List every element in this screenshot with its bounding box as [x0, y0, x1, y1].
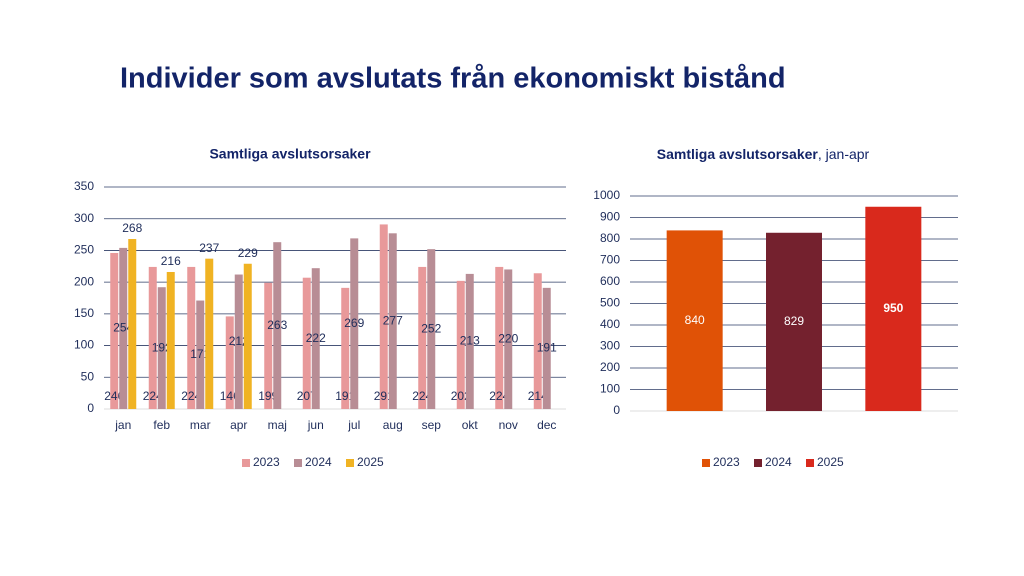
bar	[187, 266, 196, 409]
y-tick-label: 150	[74, 306, 94, 320]
bar	[766, 232, 822, 411]
legend-swatch	[242, 459, 250, 467]
y-tick-label: 350	[74, 179, 94, 193]
x-tick-label: feb	[153, 418, 170, 432]
data-label: 237	[199, 241, 219, 255]
data-label: 216	[161, 254, 181, 268]
legend-swatch	[702, 459, 710, 467]
chart-subtitle: , jan-apr	[818, 146, 870, 162]
y-tick-label: 400	[600, 317, 620, 331]
data-label: 220	[498, 331, 518, 345]
x-tick-label: jan	[114, 418, 131, 432]
y-tick-label: 0	[613, 403, 620, 417]
bar	[341, 287, 350, 409]
legend-swatch	[294, 459, 302, 467]
bar	[456, 280, 465, 409]
bar	[148, 266, 157, 409]
legend-label: 2025	[817, 455, 844, 469]
bar	[533, 273, 542, 409]
y-tick-label: 700	[600, 253, 620, 267]
bar	[157, 287, 166, 409]
bar	[495, 266, 504, 409]
y-tick-label: 0	[87, 401, 94, 415]
legend-label: 2025	[357, 455, 384, 469]
x-tick-label: jun	[307, 418, 324, 432]
legend-label: 2023	[713, 455, 740, 469]
bar	[311, 268, 320, 409]
chart-title: Samtliga avslutsorsaker	[657, 146, 819, 162]
y-tick-label: 50	[81, 369, 95, 383]
data-label: 229	[238, 246, 258, 260]
bar	[427, 249, 436, 409]
legend-label: 2024	[765, 455, 792, 469]
bar	[273, 242, 282, 409]
x-tick-label: apr	[230, 418, 247, 432]
x-tick-label: dec	[537, 418, 556, 432]
y-tick-label: 200	[74, 274, 94, 288]
bar	[264, 282, 273, 409]
y-tick-label: 600	[600, 274, 620, 288]
bar	[119, 247, 128, 409]
data-label: 950	[883, 301, 903, 315]
data-label: 191	[537, 341, 557, 355]
bar	[234, 274, 243, 409]
bar	[504, 269, 513, 409]
chart-title: Samtliga avslutsorsaker	[209, 146, 371, 162]
x-tick-label: jul	[347, 418, 360, 432]
x-tick-label: aug	[383, 418, 403, 432]
bar	[379, 224, 388, 409]
bar	[666, 230, 723, 411]
legend-label: 2024	[305, 455, 332, 469]
data-label: 277	[383, 313, 403, 327]
bar	[865, 206, 922, 411]
x-tick-label: maj	[268, 418, 287, 432]
data-label: 263	[267, 318, 287, 332]
data-label: 268	[122, 221, 142, 235]
x-tick-label: okt	[462, 418, 479, 432]
legend-swatch	[346, 459, 354, 467]
data-label: 269	[344, 316, 364, 330]
data-label: 213	[460, 334, 480, 348]
data-label: 840	[685, 313, 705, 327]
y-tick-label: 300	[600, 339, 620, 353]
x-tick-label: sep	[422, 418, 442, 432]
slide-title: Individer som avslutats från ekonomiskt …	[120, 63, 786, 95]
y-tick-label: 1000	[593, 188, 620, 202]
bar	[166, 271, 175, 409]
y-tick-label: 900	[600, 210, 620, 224]
bar	[205, 258, 214, 409]
bar	[128, 239, 137, 409]
bar	[388, 233, 397, 409]
bar	[465, 273, 474, 409]
bar	[418, 266, 427, 409]
legend-label: 2023	[253, 455, 280, 469]
legend-swatch	[754, 459, 762, 467]
y-tick-label: 500	[600, 296, 620, 310]
y-tick-label: 100	[600, 382, 620, 396]
bar	[350, 238, 359, 409]
bar	[225, 316, 234, 409]
y-tick-label: 100	[74, 338, 94, 352]
data-label: 222	[306, 331, 326, 345]
y-tick-label: 800	[600, 231, 620, 245]
bar	[542, 287, 551, 409]
legend-swatch	[806, 459, 814, 467]
data-label: 252	[421, 321, 441, 335]
bar	[196, 300, 205, 409]
chart-title: Samtliga avslutsorsaker, jan-apr	[657, 146, 870, 162]
bar	[302, 277, 311, 409]
x-tick-label: nov	[499, 418, 518, 432]
x-tick-label: mar	[190, 418, 211, 432]
bar	[243, 263, 252, 409]
y-tick-label: 200	[600, 360, 620, 374]
y-tick-label: 300	[74, 211, 94, 225]
y-tick-label: 250	[74, 243, 94, 257]
bar	[110, 252, 119, 409]
data-label: 829	[784, 314, 804, 328]
